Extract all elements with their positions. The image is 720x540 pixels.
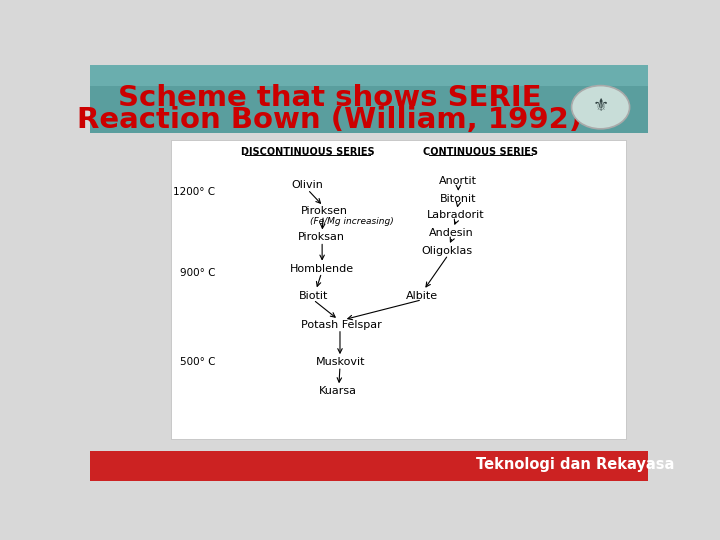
- Text: DISCONTINUOUS SERIES: DISCONTINUOUS SERIES: [240, 147, 374, 157]
- Text: 900° C: 900° C: [180, 268, 215, 278]
- Circle shape: [572, 85, 629, 129]
- Text: Scheme that shows SERIE: Scheme that shows SERIE: [118, 84, 541, 112]
- Text: Potash Felspar: Potash Felspar: [301, 320, 382, 330]
- Text: Muskovit: Muskovit: [316, 357, 366, 367]
- Text: Piroksan: Piroksan: [298, 232, 345, 242]
- Text: Andesin: Andesin: [429, 228, 474, 238]
- Text: Labradorit: Labradorit: [427, 210, 485, 220]
- Bar: [90, 65, 648, 85]
- Bar: [90, 65, 648, 133]
- Bar: [171, 140, 626, 439]
- Text: 500° C: 500° C: [180, 357, 215, 367]
- Bar: [90, 451, 648, 481]
- Text: Olivin: Olivin: [292, 180, 323, 191]
- Text: Teknologi dan Rekayasa: Teknologi dan Rekayasa: [476, 457, 675, 472]
- Text: ⚜: ⚜: [593, 97, 608, 116]
- Text: Albite: Albite: [406, 291, 438, 301]
- Text: (Fe/Mg increasing): (Fe/Mg increasing): [310, 218, 394, 226]
- Text: Anortit: Anortit: [439, 176, 477, 186]
- Text: CONTINUOUS SERIES: CONTINUOUS SERIES: [423, 147, 538, 157]
- Text: 1200° C: 1200° C: [174, 187, 215, 197]
- Text: Biotit: Biotit: [299, 291, 328, 301]
- Text: Reaction Bown (William, 1992): Reaction Bown (William, 1992): [77, 106, 582, 134]
- Text: Piroksen: Piroksen: [301, 206, 348, 216]
- Text: Kuarsa: Kuarsa: [319, 386, 357, 396]
- Text: Bitonit: Bitonit: [440, 194, 477, 204]
- Text: Homblende: Homblende: [289, 264, 354, 274]
- Text: Oligoklas: Oligoklas: [421, 246, 473, 255]
